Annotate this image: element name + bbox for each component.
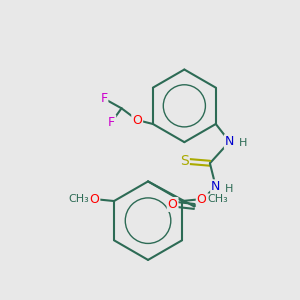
Text: O: O [168, 198, 178, 211]
Text: O: O [197, 193, 207, 206]
Text: H: H [238, 138, 247, 148]
Text: O: O [132, 114, 142, 127]
Text: CH₃: CH₃ [68, 194, 89, 204]
Text: F: F [108, 116, 115, 128]
Text: N: N [211, 180, 220, 193]
Text: N: N [225, 135, 234, 148]
Text: S: S [180, 154, 189, 168]
Text: CH₃: CH₃ [207, 194, 228, 204]
Text: F: F [100, 92, 107, 105]
Text: H: H [225, 184, 233, 194]
Text: O: O [89, 193, 99, 206]
